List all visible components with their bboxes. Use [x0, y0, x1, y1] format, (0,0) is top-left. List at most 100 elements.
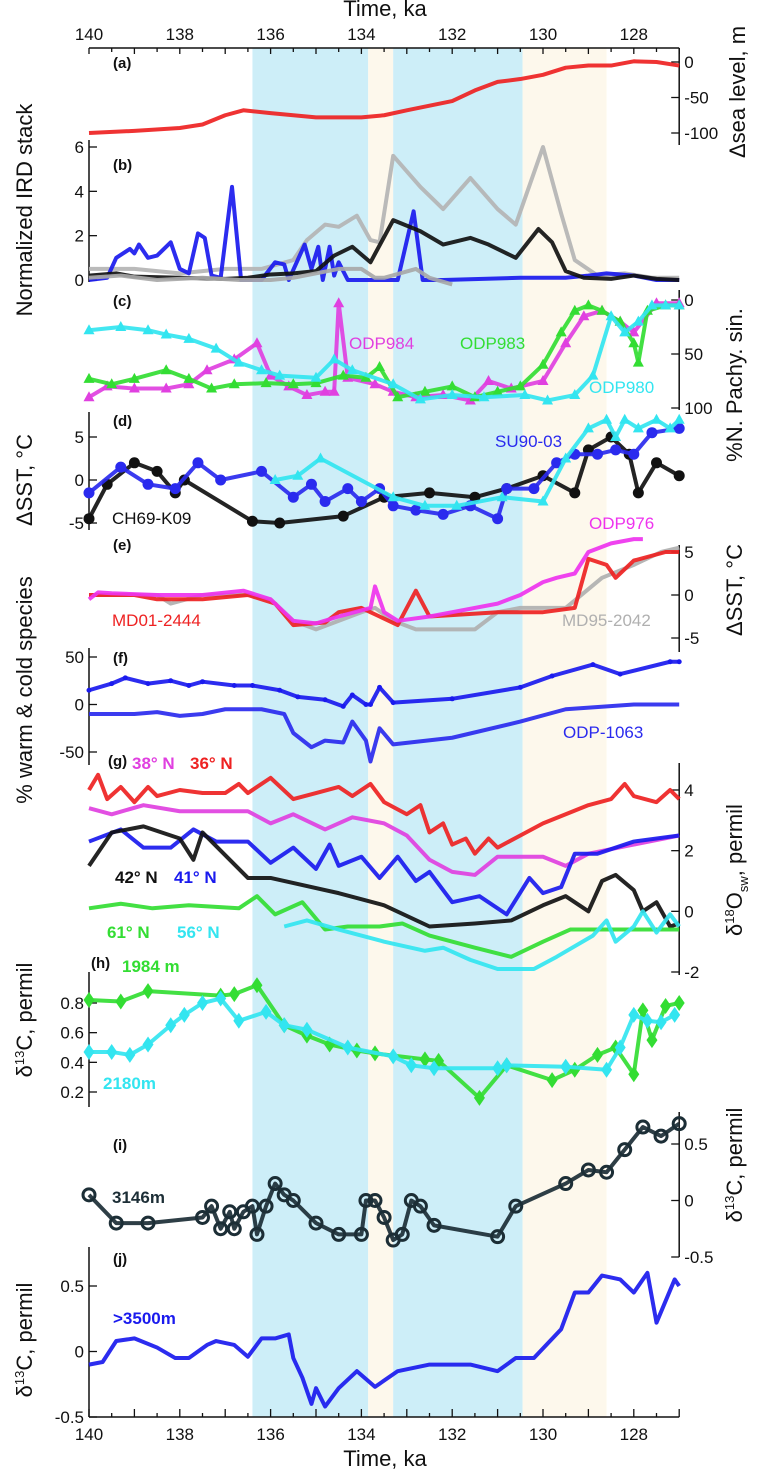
y-axis-title: δ18Osw, permil [722, 804, 751, 936]
open-circle-marker [490, 1229, 506, 1245]
dot-marker [363, 702, 369, 707]
panel-letter: (b) [113, 157, 132, 174]
triangle-marker [464, 394, 476, 405]
dot-marker [549, 673, 555, 679]
y-tick-label: 50 [684, 345, 703, 364]
series-label: 36° N [190, 754, 233, 773]
series-label: 1984 m [122, 957, 180, 976]
x-tick-label: 128 [620, 25, 648, 44]
triangle-marker [287, 378, 299, 389]
y-axis-title: δ13C, permil [722, 1108, 747, 1223]
triangle-marker [582, 299, 594, 310]
x-tick-label: 130 [529, 25, 557, 44]
y-axis-title-sup: 13 [12, 1371, 27, 1385]
circle-marker [128, 457, 140, 469]
circle-marker [192, 457, 204, 469]
panel-a [88, 59, 680, 135]
y-tick-label: 100 [684, 399, 712, 418]
circle-marker [610, 444, 622, 456]
triangle-marker [310, 377, 322, 388]
axes [88, 47, 680, 1418]
x-tick-label: 136 [256, 1425, 284, 1444]
circle-marker [169, 483, 181, 495]
series-label: ODP984 [349, 334, 414, 353]
triangle-marker [274, 369, 286, 380]
triangle-marker [619, 413, 631, 424]
triangle-marker [578, 310, 590, 321]
diamond-marker [428, 1060, 440, 1077]
open-circle-marker [558, 1176, 574, 1192]
triangle-marker [492, 385, 504, 396]
triangle-marker [646, 299, 658, 310]
diamond-marker [251, 977, 263, 994]
series-line-g-4 [88, 894, 680, 959]
open-circle-marker [81, 1187, 97, 1203]
triangle-marker [628, 337, 640, 348]
diamond-marker [669, 1006, 681, 1023]
dot-marker [676, 659, 682, 665]
y-tick-label: 0.2 [60, 1083, 84, 1102]
shaded-interval [393, 48, 523, 1417]
diamond-marker [165, 1017, 177, 1034]
triangle-marker [596, 304, 608, 315]
circle-marker [437, 508, 449, 520]
dot-marker [340, 703, 346, 709]
triangle-marker [83, 372, 95, 383]
diamond-marker [278, 1017, 290, 1034]
series-line-f-1 [89, 702, 680, 764]
dot-marker [168, 678, 174, 684]
triangle-marker [269, 474, 281, 484]
circle-marker [83, 487, 95, 499]
panel-j [88, 1270, 681, 1409]
y-tick-label: 0 [684, 53, 693, 72]
open-circle-marker [331, 1226, 347, 1242]
triangle-marker [260, 377, 272, 388]
triangle-marker [387, 491, 399, 502]
series-label: 42° N [115, 868, 158, 887]
panel-g [87, 772, 681, 971]
dot-marker [349, 692, 355, 698]
y-tick-label: 0 [75, 271, 84, 290]
triangle-marker [233, 356, 245, 367]
y-tick-label: 0.5 [684, 1135, 708, 1154]
triangle-marker [183, 332, 195, 343]
panel-b [88, 145, 680, 287]
series-label: ODP976 [589, 514, 654, 533]
triangle-marker [228, 378, 240, 389]
open-circle-marker [108, 1215, 124, 1231]
triangle-marker [478, 391, 490, 402]
diamond-marker [673, 995, 685, 1011]
y-tick-label: 0 [684, 291, 693, 310]
triangle-marker [569, 389, 581, 400]
dot-marker [322, 697, 328, 703]
triangle-marker [310, 371, 322, 382]
x-axis-title: Time, ka [343, 0, 427, 21]
circle-marker [646, 427, 658, 439]
triangle-marker [333, 297, 345, 308]
triangle-marker [555, 326, 567, 337]
circle-marker [673, 470, 685, 482]
triangle-marker [115, 321, 127, 331]
open-circle-marker [267, 1176, 283, 1192]
y-tick-label: -5 [684, 629, 699, 648]
series-label: MD95-2042 [562, 611, 651, 630]
y-tick-label: 0 [684, 902, 693, 921]
triangle-marker [632, 422, 644, 433]
triangle-marker [392, 391, 404, 402]
panel-letter: (h) [91, 955, 110, 972]
triangle-marker [446, 389, 458, 400]
circle-marker [246, 515, 258, 527]
dot-marker [295, 694, 301, 700]
series-line-e-1 [89, 550, 680, 628]
y-tick-label: -0.5 [684, 1248, 713, 1267]
series-label: CH69-K09 [112, 509, 191, 528]
diamond-marker [260, 1003, 272, 1020]
y-axis-title-prefix: δ [722, 924, 747, 936]
y-tick-label: 0.8 [60, 994, 84, 1013]
y-axis-title: δ13C, permil [12, 1283, 37, 1398]
circle-marker [551, 457, 563, 469]
series-label: ODP980 [589, 378, 654, 397]
y-tick-label: 2 [684, 842, 693, 861]
y-tick-label: 0 [75, 1343, 84, 1362]
